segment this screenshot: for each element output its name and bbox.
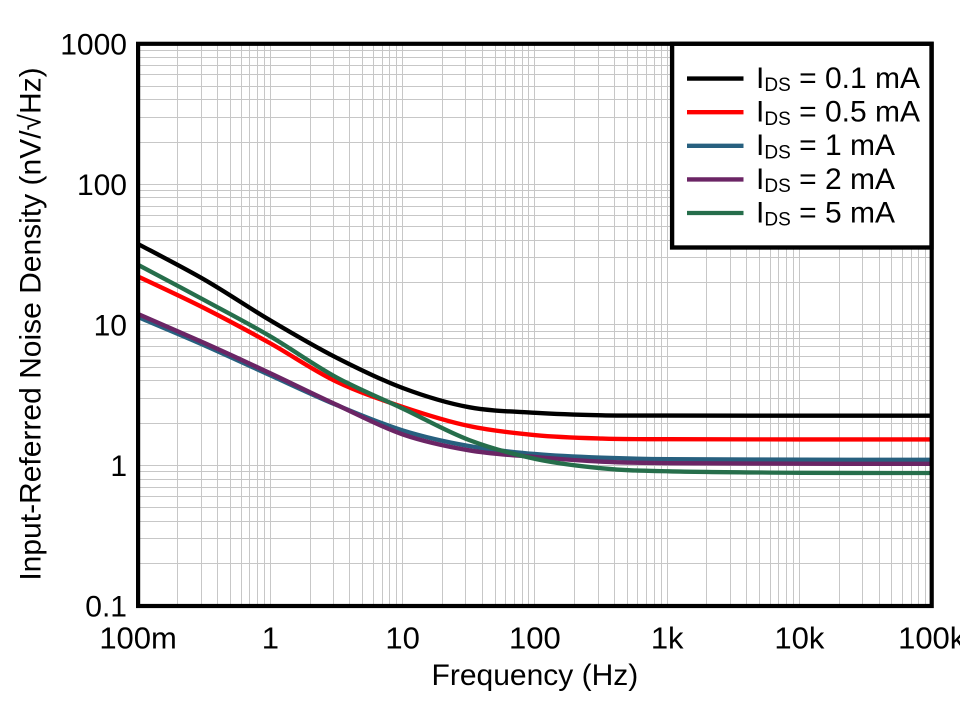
svg-text:Input-Referred Noise Density (: Input-Referred Noise Density (nV/√Hz) xyxy=(14,67,47,580)
svg-text:0.1: 0.1 xyxy=(85,591,127,624)
svg-text:IDS = 0.5 mA: IDS = 0.5 mA xyxy=(756,96,920,130)
svg-text:Frequency (Hz): Frequency (Hz) xyxy=(432,659,639,692)
svg-text:1000: 1000 xyxy=(60,28,127,61)
svg-text:10: 10 xyxy=(385,621,419,656)
svg-text:100k: 100k xyxy=(898,621,960,656)
svg-text:1: 1 xyxy=(262,621,279,656)
svg-text:1k: 1k xyxy=(651,621,684,656)
svg-text:10k: 10k xyxy=(774,621,824,656)
svg-text:100m: 100m xyxy=(99,621,177,656)
svg-text:100: 100 xyxy=(77,169,127,202)
svg-text:1: 1 xyxy=(110,450,127,483)
svg-text:IDS = 2 mA: IDS = 2 mA xyxy=(756,163,895,197)
svg-text:10: 10 xyxy=(94,309,127,342)
svg-text:100: 100 xyxy=(509,621,561,656)
